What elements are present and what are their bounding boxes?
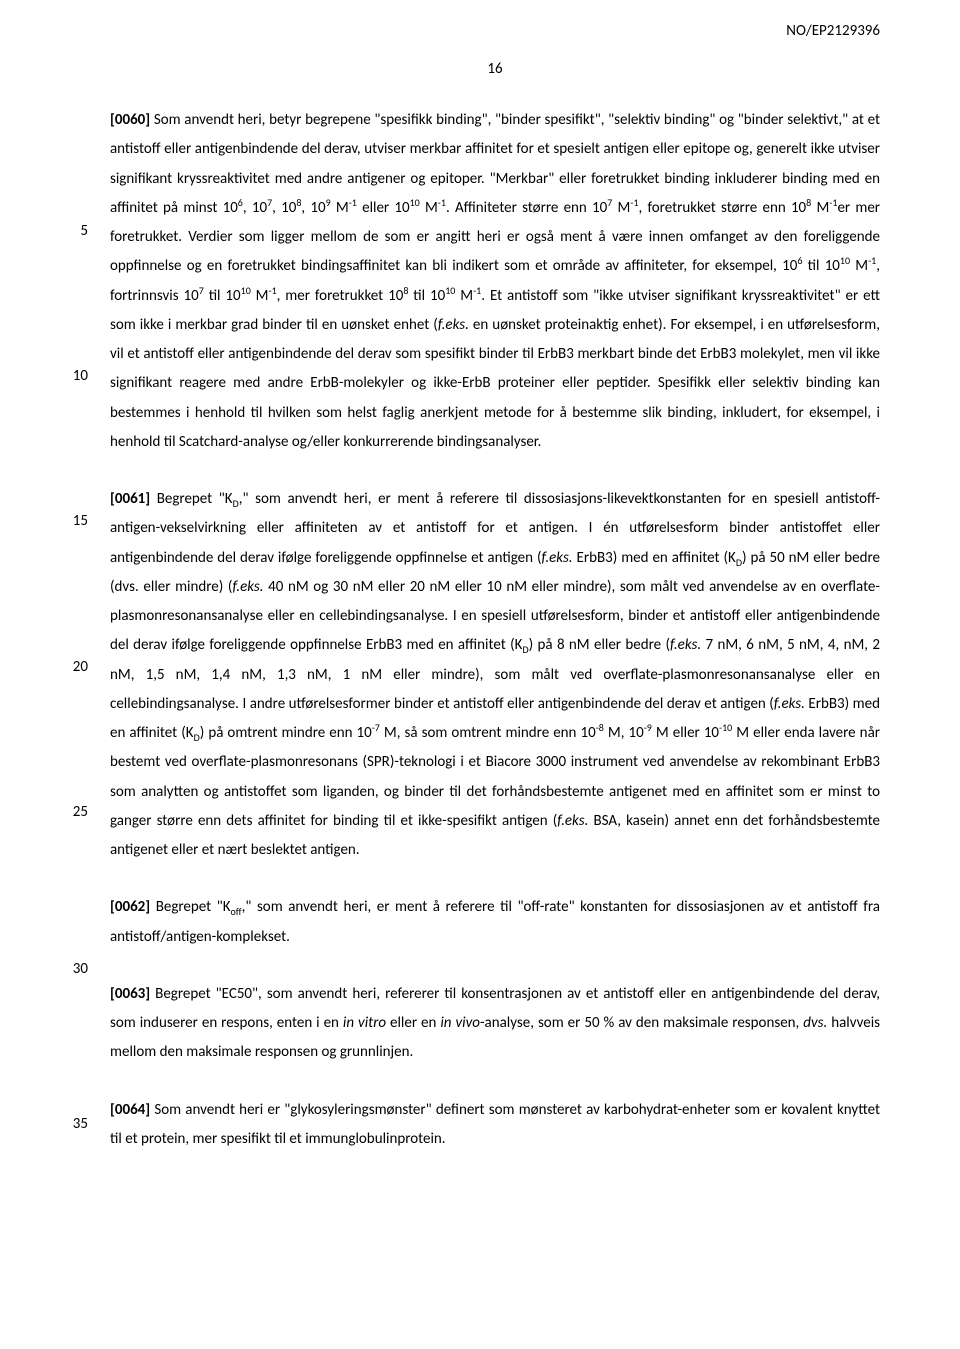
text: M, så som omtrent mindre enn 10 (380, 724, 596, 742)
text: -analyse, som er 50 % av den maksimale r… (480, 1014, 803, 1032)
paragraph-0063: [0063] Begrepet "EC50", som anvendt heri… (110, 980, 880, 1068)
text: ) på omtrent mindre enn 10 (200, 724, 372, 742)
text: , 10 (301, 199, 325, 217)
text: til 10 (408, 287, 445, 305)
line-number-20: 20 (58, 658, 88, 676)
page-number: 16 (110, 60, 880, 78)
sup: 10 (445, 284, 455, 297)
italic: f.eks. (438, 316, 469, 334)
para-label: [0063] (110, 985, 150, 1003)
italic: f.eks. (557, 812, 588, 830)
paragraph-0064: [0064] Som anvendt heri er "glykosylerin… (110, 1096, 880, 1155)
italic: f.eks. (232, 578, 263, 596)
text: M, 10 (604, 724, 644, 742)
text: , 10 (243, 199, 267, 217)
sup: -1 (269, 284, 277, 297)
sup: -8 (596, 721, 604, 734)
text: til 10 (204, 287, 241, 305)
text: . Affiniteter større enn 10 (446, 199, 607, 217)
text: , 10 (272, 199, 296, 217)
italic: f.eks. (670, 636, 701, 654)
italic: dvs. (803, 1014, 827, 1032)
sup: -1 (630, 196, 638, 209)
paragraph-0062: [0062] Begrepet "Koff," som anvendt heri… (110, 893, 880, 952)
paragraph-0060: [0060] Som anvendt heri, betyr begrepene… (110, 106, 880, 457)
sup: -1 (349, 196, 357, 209)
italic: in vivo (440, 1014, 480, 1032)
sup: 10 (840, 254, 850, 267)
text: Begrepet "K (150, 898, 230, 916)
document-id: NO/EP2129396 (786, 22, 880, 40)
sup: -10 (719, 721, 732, 734)
para-label: [0064] (110, 1101, 150, 1119)
sup: -1 (438, 196, 446, 209)
text: M (455, 287, 473, 305)
text: til 10 (802, 257, 839, 275)
text: M (331, 199, 349, 217)
page-container: NO/EP2129396 16 5 10 15 20 25 30 35 [006… (0, 0, 960, 1349)
text: ) på 8 nM eller bedre ( (529, 636, 670, 654)
paragraph-0061: [0061] Begrepet "KD," som anvendt heri, … (110, 485, 880, 865)
line-number-25: 25 (58, 803, 88, 821)
text: M (811, 199, 829, 217)
text: en uønsket proteinaktig enhet). For ekse… (110, 316, 880, 451)
text: eller 10 (357, 199, 410, 217)
text: eller en (386, 1014, 440, 1032)
italic: f.eks. (542, 549, 573, 567)
sup: 10 (410, 196, 420, 209)
text: ErbB3) med en affinitet (K (573, 549, 736, 567)
text: M (612, 199, 630, 217)
sup: -9 (644, 721, 652, 734)
text: M (251, 287, 269, 305)
text: Begrepet "K (150, 490, 232, 508)
line-number-35: 35 (58, 1115, 88, 1133)
text: Som anvendt heri er "glykosyleringsmønst… (110, 1101, 880, 1148)
text: M (850, 257, 868, 275)
sup: 10 (241, 284, 251, 297)
para-label: [0060] (110, 111, 150, 129)
line-number-5: 5 (58, 222, 88, 240)
line-number-15: 15 (58, 512, 88, 530)
line-number-10: 10 (58, 367, 88, 385)
text: M eller 10 (652, 724, 719, 742)
text: , mer foretrukket 10 (277, 287, 404, 305)
italic: f.eks. (774, 695, 805, 713)
text: M (420, 199, 438, 217)
line-number-30: 30 (58, 960, 88, 978)
text: , foretrukket større enn 10 (639, 199, 807, 217)
para-label: [0062] (110, 898, 150, 916)
sub: off (231, 905, 242, 918)
sup: -7 (372, 721, 380, 734)
para-label: [0061] (110, 490, 150, 508)
italic: in vitro (343, 1014, 386, 1032)
